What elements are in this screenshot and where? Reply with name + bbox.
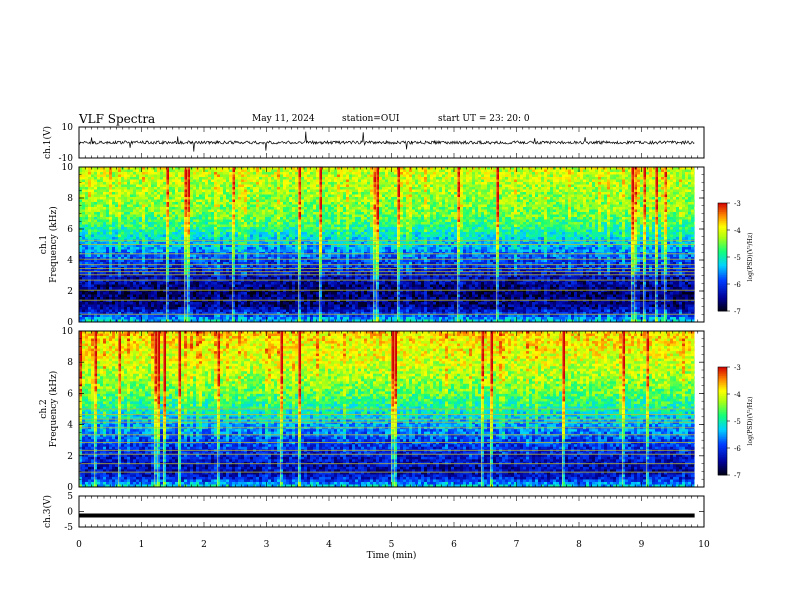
colorbar-tick-label: -3 (734, 364, 741, 372)
y-tick-label: 2 (67, 287, 73, 297)
x-axis-label: Time (min) (367, 550, 417, 561)
y-tick-label: 8 (67, 194, 73, 204)
y-axis-label: ch.3(V) (42, 495, 53, 528)
start-time-label: start UT = 23: 20: 0 (438, 114, 530, 124)
x-tick-label: 6 (451, 540, 457, 550)
colorbar-tick-label: -7 (734, 472, 741, 480)
station-label: station=OUI (342, 114, 399, 124)
colorbar (718, 367, 727, 476)
x-tick-label: 0 (76, 540, 82, 550)
y-tick-label: 5 (67, 492, 73, 502)
x-tick-label: 10 (698, 540, 710, 550)
channel-label: ch.1 (39, 235, 49, 254)
y-tick-label: 4 (67, 421, 73, 431)
x-tick-label: 4 (326, 540, 332, 550)
y-axis-label: Frequency (kHz) (48, 206, 59, 283)
y-tick-label: 10 (62, 163, 74, 173)
colorbar-tick-label: -5 (734, 418, 741, 426)
x-tick-label: 7 (514, 540, 520, 550)
colorbar-tick-label: -7 (734, 308, 741, 316)
x-tick-label: 1 (139, 540, 145, 550)
y-tick-label: -10 (59, 154, 74, 164)
x-tick-label: 3 (264, 540, 270, 550)
colorbar-tick-label: -4 (734, 227, 741, 235)
ch1-waveform-trace (78, 131, 695, 152)
colorbar (718, 203, 727, 312)
colorbar-label: log(PSD)(V²/Hz) (747, 233, 754, 282)
y-tick-label: 6 (67, 225, 73, 235)
colorbar-tick-label: -4 (734, 391, 741, 399)
y-tick-label: 2 (67, 452, 73, 462)
y-tick-label: 0 (67, 318, 73, 328)
y-tick-label: 10 (62, 123, 74, 133)
x-tick-label: 5 (389, 540, 395, 550)
date-label: May 11, 2024 (252, 114, 315, 124)
colorbar-label: log(PSD)(V²/Hz) (747, 397, 754, 446)
y-tick-label: 4 (67, 256, 73, 266)
channel-label: ch.2 (39, 399, 49, 418)
y-tick-label: 6 (67, 389, 73, 399)
y-tick-label: 10 (62, 327, 74, 337)
spectrogram-image (79, 331, 704, 487)
colorbar-tick-label: -5 (734, 254, 741, 262)
colorbar-tick-label: -3 (734, 200, 741, 208)
x-tick-label: 9 (639, 540, 645, 550)
spectrogram-image (79, 167, 704, 322)
x-tick-label: 8 (576, 540, 582, 550)
chart-title: VLF Spectra (79, 112, 155, 126)
colorbar-tick-label: -6 (734, 281, 741, 289)
x-tick-label: 2 (201, 540, 207, 550)
y-tick-label: 8 (67, 358, 73, 368)
y-tick-label: 0 (67, 483, 73, 493)
y-axis-label: ch.1(V) (42, 126, 53, 159)
y-tick-label: 0 (67, 508, 73, 518)
colorbar-tick-label: -6 (734, 445, 741, 453)
y-axis-label: Frequency (kHz) (48, 371, 59, 448)
y-tick-label: -5 (64, 523, 73, 533)
